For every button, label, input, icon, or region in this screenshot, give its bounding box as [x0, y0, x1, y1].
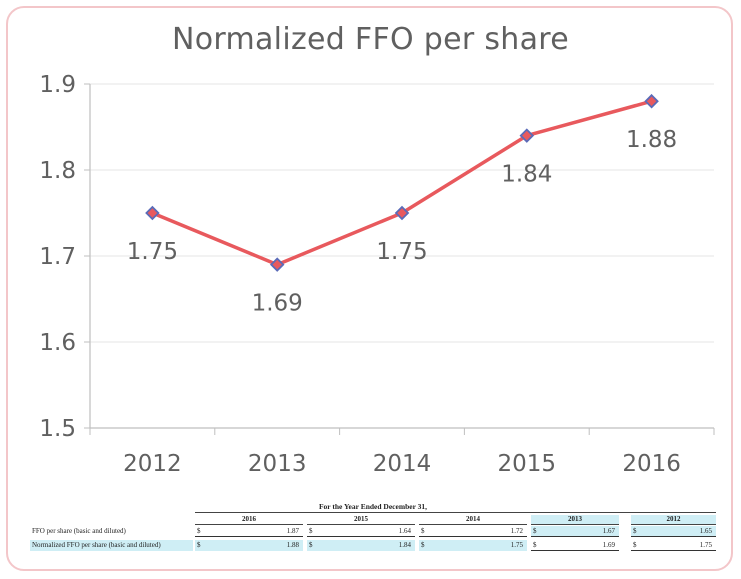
table-year-underline [307, 524, 415, 525]
table-cell: $ 1.64 [307, 526, 415, 537]
data-label: 1.69 [252, 291, 303, 317]
table-cell: $ 1.65 [631, 526, 716, 537]
x-tick-label: 2016 [622, 451, 681, 477]
table-year-2012: 2012 [631, 515, 716, 524]
table-cell-dollar: $ [197, 541, 201, 549]
table-cell-dollar: $ [633, 541, 637, 549]
table-cell: $ 1.84 [307, 540, 415, 551]
table-cell: $ 1.72 [419, 526, 527, 537]
table-row: FFO per share (basic and diluted) $ 1.87… [30, 526, 716, 537]
y-tick-label: 1.6 [39, 330, 76, 356]
x-tick-label: 2015 [498, 451, 557, 477]
table-year-2016: 2016 [242, 515, 256, 523]
table-cell-value: 1.69 [602, 541, 615, 549]
x-tick-label: 2014 [373, 451, 432, 477]
table-cell-value: 1.72 [510, 527, 523, 535]
table-cell-dollar: $ [533, 527, 537, 535]
table-year-2015: 2015 [354, 515, 368, 523]
table-cell-value: 1.65 [699, 527, 712, 535]
table-row: Normalized FFO per share (basic and dilu… [30, 540, 716, 551]
table-cell-value: 1.88 [286, 541, 299, 549]
table-cell: $ 1.75 [419, 540, 527, 551]
table-divider [195, 512, 716, 513]
table-year-underline [419, 524, 527, 525]
y-tick-label: 1.9 [39, 72, 76, 98]
data-point [394, 205, 410, 221]
data-point [269, 257, 285, 272]
y-tick-label: 1.7 [39, 244, 76, 270]
table-cell-dollar: $ [633, 527, 637, 535]
table-cell-dollar: $ [309, 541, 313, 549]
table-cell: $ 1.67 [531, 526, 619, 537]
table-cell-value: 1.75 [510, 541, 523, 549]
table-cell-value: 1.84 [398, 541, 411, 549]
table-year-underline [531, 524, 619, 525]
data-label: 1.88 [626, 127, 677, 153]
table-cell: $ 1.69 [531, 540, 619, 551]
table-row-label: Normalized FFO per share (basic and dilu… [32, 541, 161, 549]
table-year-underline [631, 524, 716, 525]
table-cell-dollar: $ [197, 527, 201, 535]
chart-frame [6, 6, 733, 571]
y-tick-label: 1.8 [39, 158, 76, 184]
table-cell-dollar: $ [309, 527, 313, 535]
table-cell-dollar: $ [421, 527, 425, 535]
table-header: For the Year Ended December 31, [318, 502, 428, 511]
table-cell-value: 1.75 [699, 541, 712, 549]
table-year-underline [195, 524, 303, 525]
table-year-2014: 2014 [466, 515, 480, 523]
table-cell: $ 1.88 [195, 540, 303, 551]
source-table: For the Year Ended December 31, 2016 201… [30, 500, 716, 556]
table-cell-value: 1.67 [602, 527, 615, 535]
table-cell-value: 1.64 [398, 527, 411, 535]
chart-title: Normalized FFO per share [171, 22, 570, 57]
data-label: 1.75 [376, 239, 427, 265]
table-cell: $ 1.87 [195, 526, 303, 537]
table-row-label: FFO per share (basic and diluted) [32, 527, 126, 535]
data-label: 1.84 [501, 162, 552, 188]
table-cell-dollar: $ [421, 541, 425, 549]
data-point [644, 93, 659, 109]
table-cell-value: 1.87 [286, 527, 299, 535]
data-point [519, 128, 535, 143]
table-year-2013: 2013 [531, 515, 619, 524]
x-tick-label: 2012 [123, 451, 182, 477]
data-point [145, 205, 160, 221]
table-cell-dollar: $ [533, 541, 537, 549]
y-tick-label: 1.5 [39, 416, 76, 442]
data-label: 1.75 [127, 239, 178, 265]
x-tick-label: 2013 [248, 451, 307, 477]
table-cell: $ 1.75 [631, 540, 716, 551]
